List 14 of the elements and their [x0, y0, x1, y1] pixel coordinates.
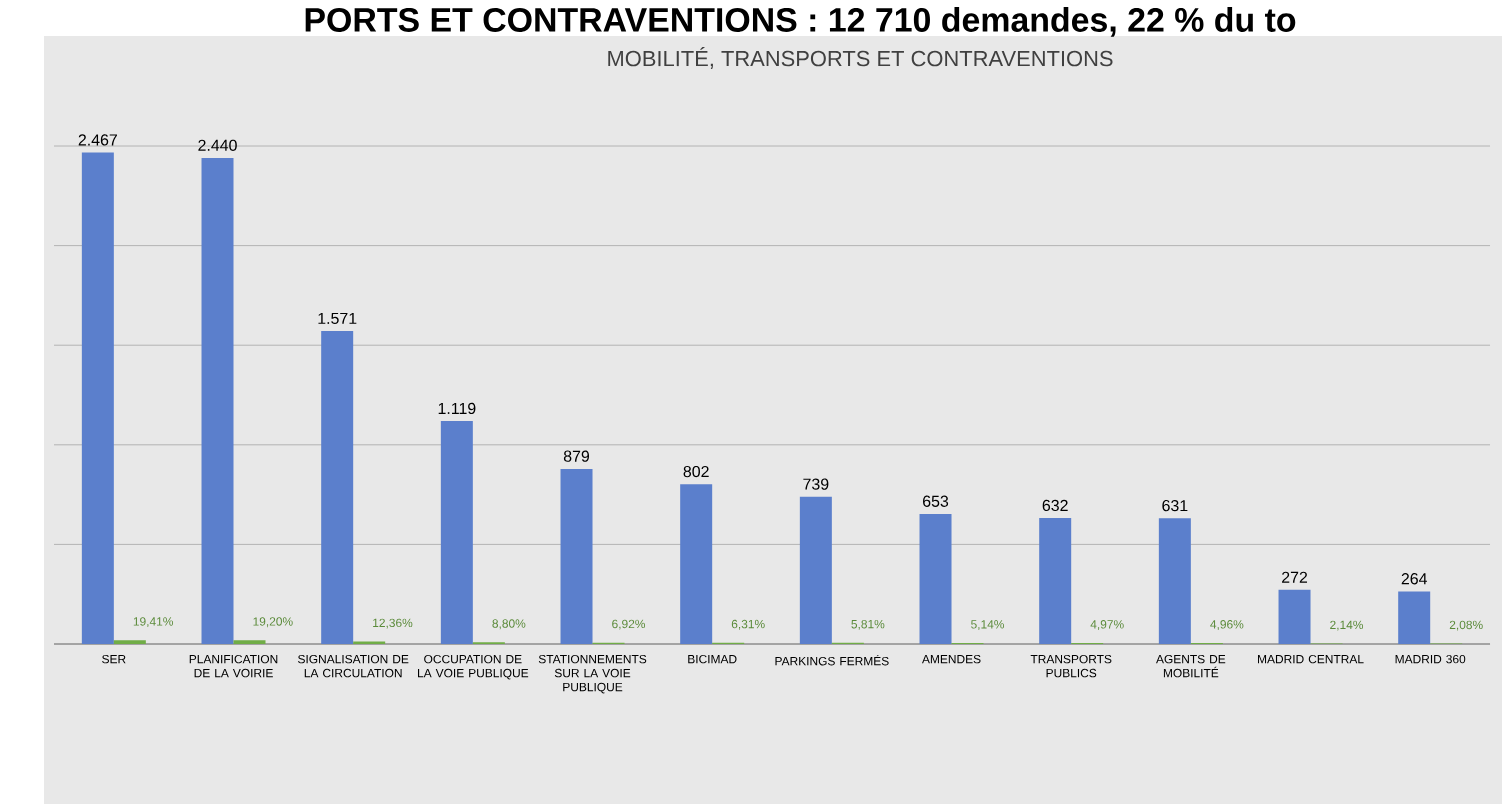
bar — [919, 513, 952, 645]
bar — [799, 496, 832, 645]
bar — [1158, 518, 1191, 645]
chart-title: MOBILITÉ, TRANSPORTS ET CONTRAVENTIONS — [608, 47, 1113, 69]
bar — [81, 152, 114, 645]
bar — [1039, 518, 1072, 645]
bar — [440, 421, 473, 645]
bar — [1278, 589, 1311, 645]
text: PORTS ET CONTRAVENTIONS : 12 710 demandes, 22 % du to — [305, 7, 1296, 37]
bar — [1398, 591, 1431, 645]
bar — [201, 157, 234, 645]
bar — [321, 331, 354, 645]
bar — [680, 484, 713, 645]
bar — [560, 468, 593, 645]
